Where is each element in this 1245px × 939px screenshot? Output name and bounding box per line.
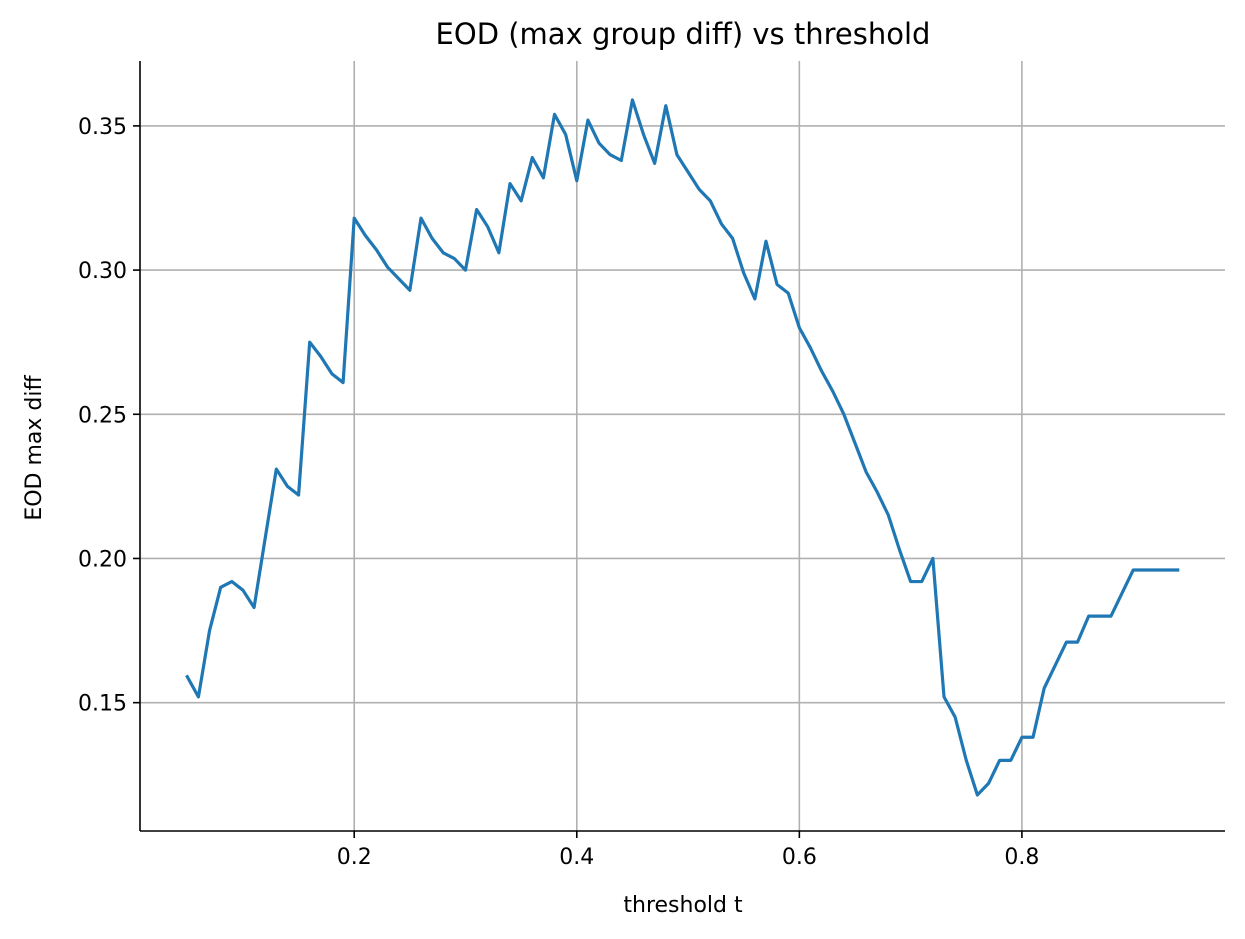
grid-lines bbox=[140, 61, 1225, 831]
series-layer bbox=[185, 98, 1180, 797]
x-tick-label-0.8: 0.8 bbox=[1004, 845, 1039, 870]
y-tick-label-0.20: 0.20 bbox=[78, 547, 127, 572]
y-tick-label-0.35: 0.35 bbox=[78, 115, 127, 140]
y-axis-label: EOD max diff bbox=[22, 375, 47, 521]
x-tick-label-0.6: 0.6 bbox=[782, 845, 817, 870]
chart-title: EOD (max group diff) vs threshold bbox=[436, 17, 931, 51]
y-tick-label-0.25: 0.25 bbox=[78, 403, 127, 428]
y-tick-label-0.30: 0.30 bbox=[78, 259, 127, 284]
x-axis-label: threshold t bbox=[623, 893, 743, 918]
y-tick-label-0.15: 0.15 bbox=[78, 692, 127, 717]
series-line-0 bbox=[185, 98, 1180, 797]
x-tick-label-0.4: 0.4 bbox=[559, 845, 594, 870]
x-tick-label-0.2: 0.2 bbox=[337, 845, 372, 870]
tick-marks: 0.2 0.4 0.6 0.8 0.15 0.20 0.25 0.30 0.35 bbox=[78, 115, 1039, 870]
